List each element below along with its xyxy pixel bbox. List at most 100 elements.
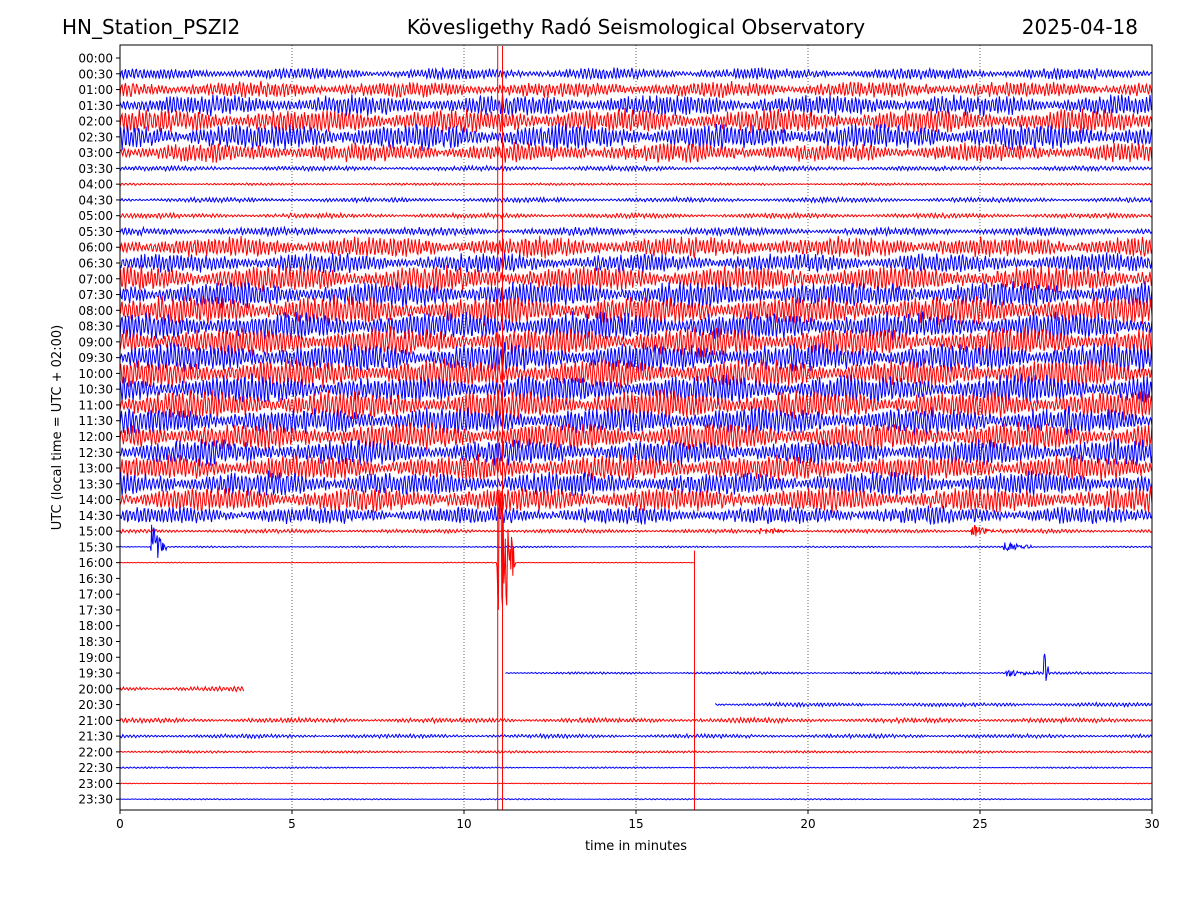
trace-1600	[119, 489, 695, 610]
y-tick-label: 06:30	[78, 257, 113, 271]
y-tick-label: 20:30	[78, 698, 113, 712]
y-tick-label: 15:00	[78, 525, 113, 539]
trace-0400	[119, 182, 1153, 187]
plot-frame	[119, 44, 1153, 811]
y-tick-label: 21:00	[78, 714, 113, 728]
trace-2100	[119, 715, 1153, 725]
y-tick-label: 17:30	[78, 603, 113, 617]
trace-2330	[119, 797, 1153, 801]
trace-1330	[119, 470, 1153, 497]
trace-0830	[119, 310, 1153, 342]
y-tick-label: 09:30	[78, 351, 113, 365]
trace-1430	[119, 505, 1153, 526]
trace-0500	[119, 211, 1153, 220]
y-tick-label: 18:30	[78, 635, 113, 649]
y-tick-label: 15:30	[78, 540, 113, 554]
trace-0030	[119, 66, 1153, 81]
y-axis-label: UTC (local time = UTC + 02:00)	[50, 325, 65, 530]
trace-1130	[119, 405, 1153, 436]
trace-2000	[119, 685, 245, 693]
trace-1000	[119, 357, 1153, 390]
x-tick-label: 25	[972, 817, 987, 831]
trace-1400	[119, 486, 1153, 513]
x-axis-label: time in minutes	[585, 839, 687, 854]
observatory-title: Kövesligethy Radó Seismological Observat…	[406, 15, 866, 39]
traces	[119, 46, 1153, 810]
trace-2030	[714, 701, 1153, 708]
trace-0130	[119, 94, 1153, 117]
y-tick-label: 01:00	[78, 83, 113, 97]
y-tick-label: 11:30	[78, 414, 113, 428]
y-tick-label: 02:30	[78, 130, 113, 144]
trace-0930	[119, 342, 1153, 373]
y-tick-label: 07:00	[78, 272, 113, 286]
y-tick-label: 12:00	[78, 430, 113, 444]
y-tick-label: 10:00	[78, 367, 113, 381]
trace-1030	[119, 373, 1153, 405]
y-tick-label: 23:00	[78, 777, 113, 791]
y-tick-label: 04:00	[78, 178, 113, 192]
y-tick-label: 06:00	[78, 241, 113, 255]
y-tick-label: 02:00	[78, 115, 113, 129]
y-tick-label: 10:30	[78, 383, 113, 397]
trace-0230	[119, 123, 1153, 152]
y-tick-label: 17:00	[78, 588, 113, 602]
y-tick-label: 20:00	[78, 682, 113, 696]
y-tick-label: 08:00	[78, 304, 113, 318]
trace-1300	[119, 454, 1153, 482]
y-tick-label: 04:30	[78, 193, 113, 207]
trace-0730	[119, 281, 1153, 309]
trace-1100	[119, 389, 1153, 421]
trace-0530	[119, 225, 1153, 238]
station-title: HN_Station_PSZI2	[62, 15, 241, 39]
trace-0200	[119, 107, 1153, 135]
y-tick-label: 08:30	[78, 320, 113, 334]
trace-0700	[119, 264, 1153, 294]
x-tick-label: 30	[1144, 817, 1159, 831]
y-tick-label: 19:30	[78, 667, 113, 681]
y-tick-label: 00:30	[78, 67, 113, 81]
y-tick-label: 07:30	[78, 288, 113, 302]
date-title: 2025-04-18	[1021, 15, 1138, 39]
y-tick-label: 21:30	[78, 730, 113, 744]
trace-2200	[119, 749, 1153, 755]
y-tick-label: 12:30	[78, 446, 113, 460]
y-tick-label: 09:00	[78, 335, 113, 349]
y-tick-label: 18:00	[78, 619, 113, 633]
y-tick-label: 03:30	[78, 162, 113, 176]
y-tick-label: 16:00	[78, 556, 113, 570]
y-tick-label: 05:00	[78, 209, 113, 223]
y-tick-label: 22:00	[78, 745, 113, 759]
y-tick-label: 03:00	[78, 146, 113, 160]
trace-0630	[119, 252, 1153, 274]
trace-0100	[119, 80, 1153, 99]
y-tick-label: 00:00	[78, 52, 113, 66]
trace-1530	[119, 524, 1153, 558]
trace-1200	[119, 422, 1153, 452]
trace-0330	[119, 164, 1152, 173]
y-tick-label: 11:00	[78, 398, 113, 412]
y-tick-label: 14:30	[78, 509, 113, 523]
trace-1500	[119, 524, 1153, 537]
trace-2230	[119, 766, 1152, 770]
x-tick-label: 15	[628, 817, 643, 831]
trace-1930	[505, 653, 1153, 681]
y-tick-label: 23:30	[78, 793, 113, 807]
x-tick-label: 10	[456, 817, 471, 831]
trace-0300	[119, 141, 1153, 163]
y-tick-label: 22:30	[78, 761, 113, 775]
y-tick-label: 05:30	[78, 225, 113, 239]
y-tick-label: 19:00	[78, 651, 113, 665]
y-tick-label: 13:00	[78, 462, 113, 476]
trace-0600	[119, 235, 1153, 260]
x-tick-label: 20	[800, 817, 815, 831]
y-tick-label: 14:00	[78, 493, 113, 507]
x-tick-label: 0	[116, 817, 124, 831]
y-tick-label: 16:30	[78, 572, 113, 586]
trace-2130	[119, 732, 1153, 740]
trace-2300	[119, 782, 1153, 785]
y-tick-label: 13:30	[78, 477, 113, 491]
trace-0430	[119, 195, 1153, 205]
